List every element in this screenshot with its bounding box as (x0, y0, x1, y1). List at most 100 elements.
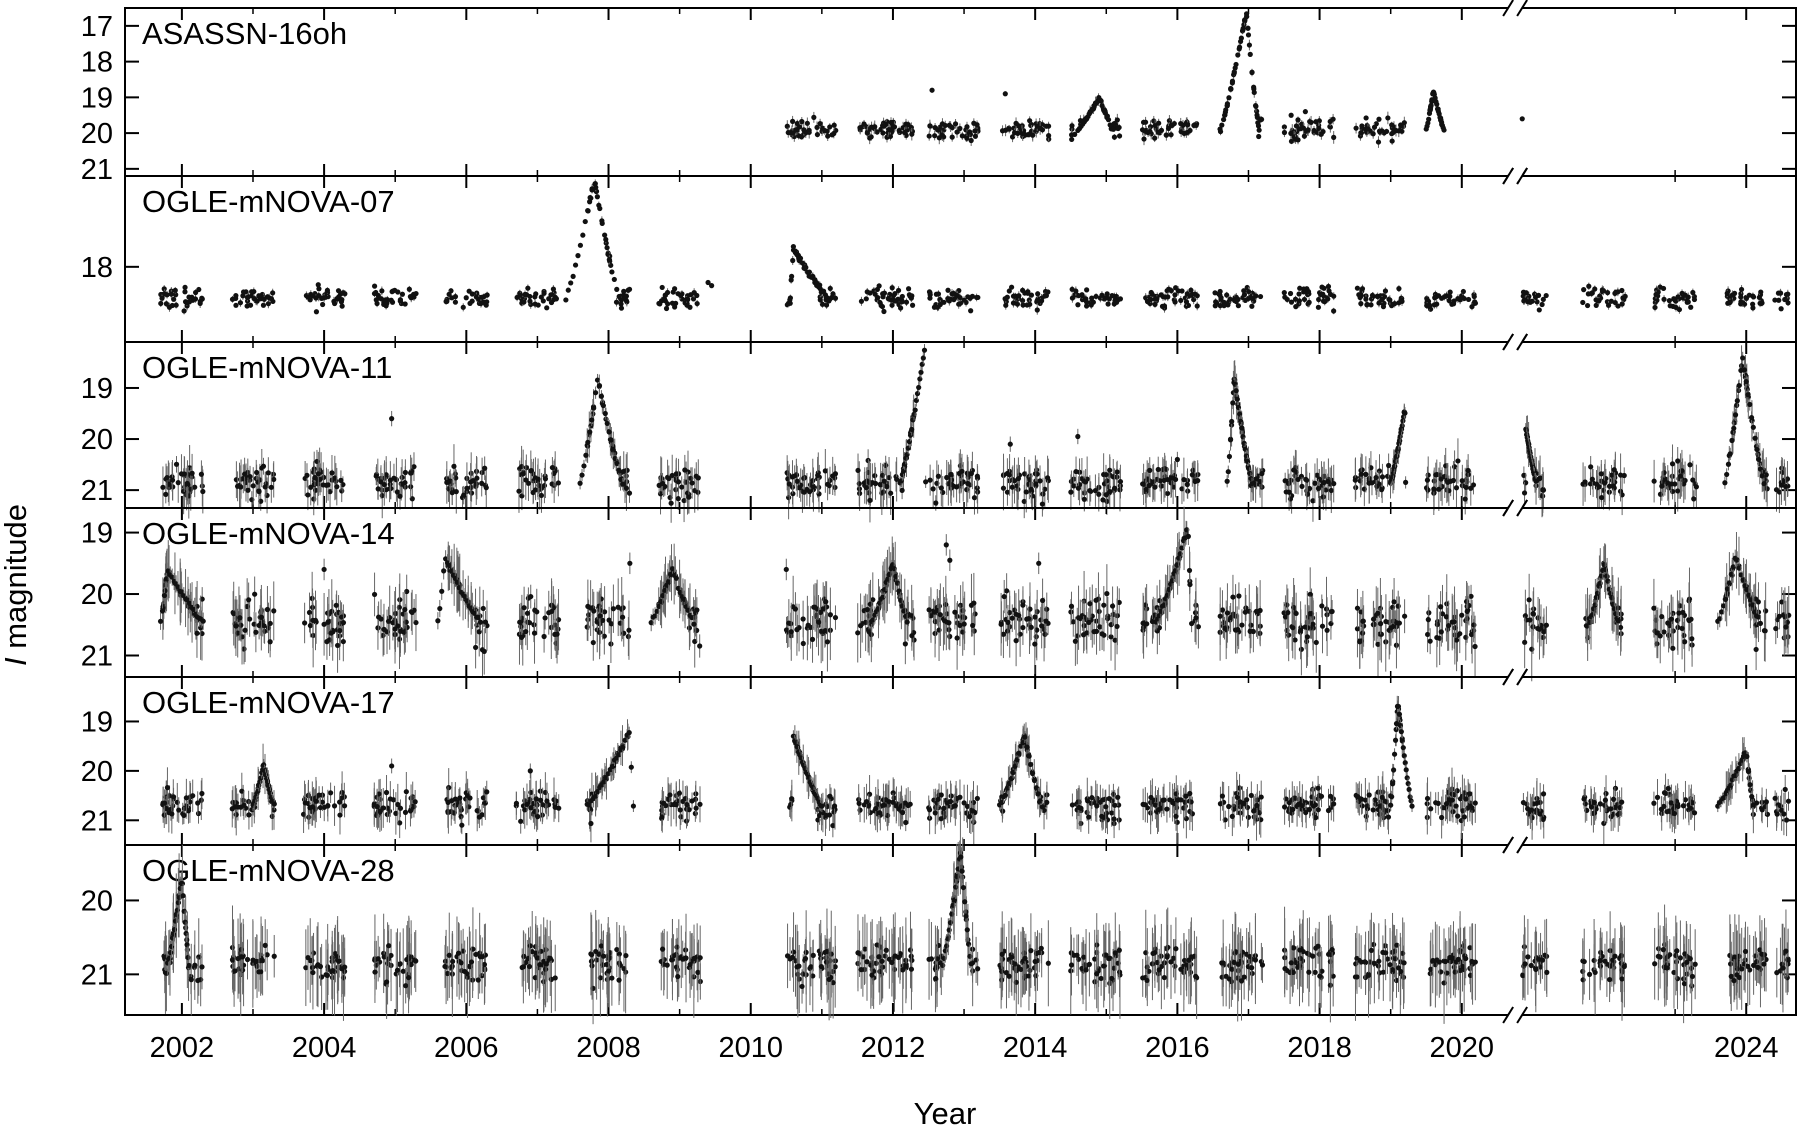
data-points (160, 344, 1790, 523)
data-point (1389, 122, 1394, 127)
data-point (542, 615, 547, 620)
data-point (1690, 290, 1695, 295)
data-point (372, 284, 377, 289)
data-point (1317, 477, 1322, 482)
data-point (164, 292, 169, 297)
data-point (1087, 488, 1092, 493)
data-point (568, 280, 573, 285)
data-point (1257, 128, 1262, 133)
y-tick-label: 20 (81, 118, 113, 150)
data-point (611, 606, 616, 611)
data-point (270, 290, 275, 295)
data-point (1161, 478, 1166, 483)
panel-title: OGLE-mNOVA-11 (142, 350, 392, 385)
data-point (823, 599, 828, 604)
data-point (1311, 128, 1316, 133)
data-point (532, 631, 537, 636)
data-point (1585, 303, 1590, 308)
data-point (1004, 588, 1009, 593)
data-point (1153, 123, 1158, 128)
data-point (906, 122, 911, 127)
data-point (159, 296, 164, 301)
data-point (1024, 302, 1029, 307)
data-point (1734, 403, 1739, 408)
data-point (1232, 382, 1237, 387)
data-point (1390, 138, 1395, 143)
data-point (1778, 291, 1783, 296)
data-point (907, 439, 912, 444)
data-point (321, 295, 326, 300)
data-point (1774, 487, 1779, 492)
data-point (939, 485, 944, 490)
data-point (408, 470, 413, 475)
data-point (1112, 135, 1117, 140)
data-point (802, 490, 807, 495)
data-point (585, 604, 590, 609)
data-point (888, 491, 893, 496)
data-points (158, 179, 1790, 314)
data-point (832, 123, 837, 128)
data-point (321, 622, 326, 627)
data-point (447, 292, 452, 297)
data-point (1141, 136, 1146, 141)
data-point (916, 385, 921, 390)
data-point (678, 293, 683, 298)
data-point (198, 299, 203, 304)
data-point (1659, 484, 1664, 489)
data-point (1169, 123, 1174, 128)
data-point (1376, 117, 1381, 122)
data-point (942, 618, 947, 623)
data-point (1025, 291, 1030, 296)
data-point (903, 641, 908, 646)
data-point (1140, 481, 1145, 486)
data-point (1358, 130, 1363, 135)
data-point (857, 125, 862, 130)
data-point (620, 482, 625, 487)
data-point (687, 625, 692, 630)
data-point (968, 308, 973, 313)
data-point (238, 623, 243, 628)
data-point (397, 494, 402, 499)
data-point (1104, 492, 1109, 497)
data-point (1068, 490, 1073, 495)
data-point (533, 291, 538, 296)
data-point (1540, 302, 1545, 307)
data-point (320, 302, 325, 307)
data-point (550, 465, 555, 470)
data-point (1353, 478, 1358, 483)
data-point (626, 634, 631, 639)
data-point (1083, 479, 1088, 484)
data-point (1243, 447, 1248, 452)
data-point (1694, 484, 1699, 489)
data-point (1069, 137, 1074, 142)
data-point (588, 195, 593, 200)
data-point (597, 206, 602, 211)
data-point (1620, 296, 1625, 301)
panels-layer: 1718192021ASASSN-16oh18OGLE-mNOVA-071920… (81, 0, 1796, 1024)
data-point (481, 606, 486, 611)
data-point (1212, 290, 1217, 295)
data-point (603, 237, 608, 242)
data-point (1239, 425, 1244, 430)
data-point (1195, 303, 1200, 308)
data-point (1615, 289, 1620, 294)
data-point (1380, 474, 1385, 479)
data-point (329, 470, 334, 475)
data-point (185, 481, 190, 486)
data-point (1111, 127, 1116, 132)
data-point (402, 607, 407, 612)
data-point (1040, 598, 1045, 603)
data-point (549, 609, 554, 614)
data-point (583, 219, 588, 224)
data-point (1297, 298, 1302, 303)
data-point (337, 628, 342, 633)
data-point (182, 285, 187, 290)
data-point (1385, 474, 1390, 479)
data-point (1779, 306, 1784, 311)
data-point (1740, 355, 1745, 360)
data-point (898, 305, 903, 310)
data-point (1392, 464, 1397, 469)
data-point (1783, 484, 1788, 489)
data-point (1326, 284, 1331, 289)
data-point (1683, 293, 1688, 298)
